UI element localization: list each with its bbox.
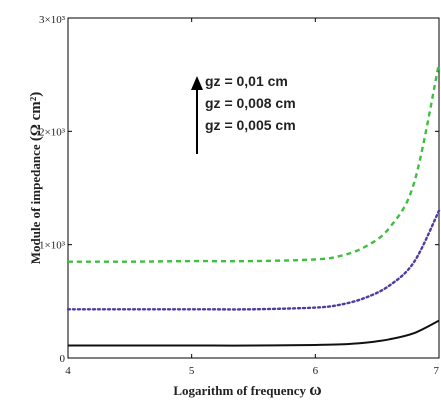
legend: gz = 0,01 cm gz = 0,008 cm gz = 0,005 cm bbox=[191, 73, 296, 154]
axis-labels: Logarithm of frequency ω Module of impeda… bbox=[28, 92, 322, 399]
y-tick-label: 3×10³ bbox=[39, 14, 66, 26]
legend-arrow-head bbox=[191, 76, 203, 90]
legend-entry-2: gz = 0,008 cm bbox=[205, 95, 296, 111]
x-tick-label: 6 bbox=[313, 365, 319, 377]
y-tick-label: 1×10³ bbox=[39, 240, 66, 252]
y-tick-label: 2×10³ bbox=[39, 126, 66, 138]
series-line-2 bbox=[66, 209, 441, 311]
legend-entry-1: gz = 0,01 cm bbox=[205, 73, 288, 89]
y-axis-label: Module of impedance (Ω cm²) bbox=[28, 92, 44, 265]
ticks-layer: 4 5 6 7 0 1×10³ 2×10³ 3×10³ bbox=[39, 14, 440, 377]
x-axis-label: Logarithm of frequency ω bbox=[173, 380, 321, 399]
plot-frame bbox=[67, 17, 440, 359]
x-tick-label: 7 bbox=[434, 365, 440, 377]
y-tick-label: 0 bbox=[60, 353, 66, 365]
plot-area bbox=[67, 17, 440, 359]
legend-entry-3: gz = 0,005 cm bbox=[205, 117, 296, 133]
series-layer bbox=[66, 63, 441, 347]
x-tick-label: 5 bbox=[189, 365, 195, 377]
x-tick-label: 4 bbox=[65, 365, 71, 377]
series-line-3 bbox=[67, 319, 440, 347]
